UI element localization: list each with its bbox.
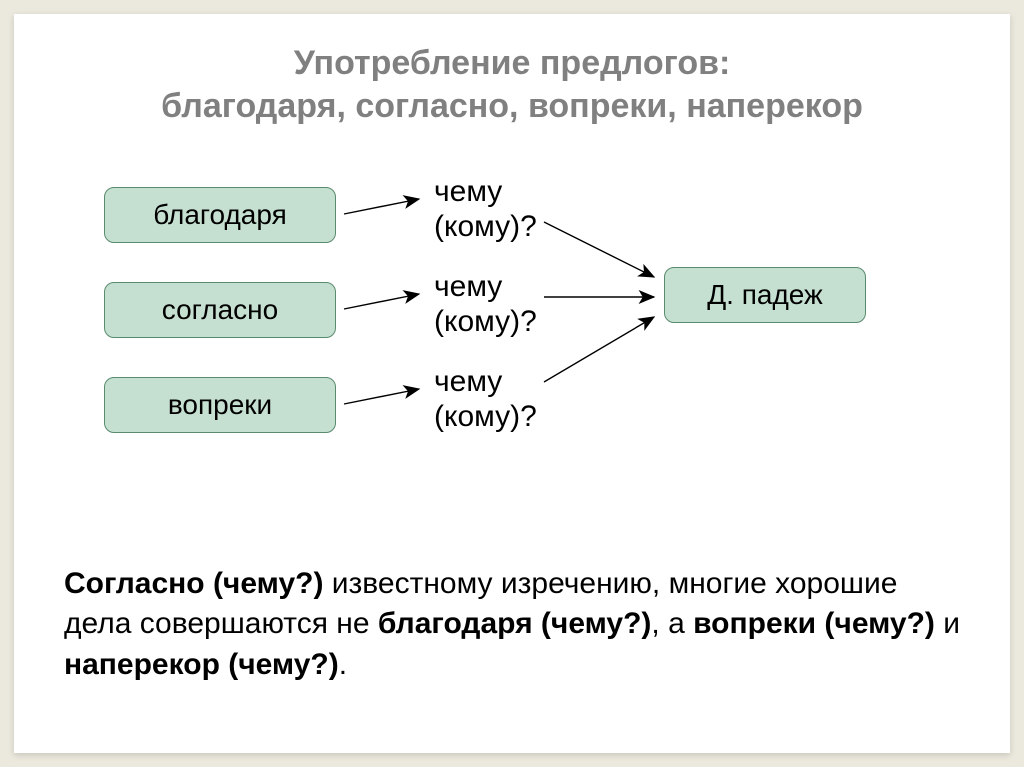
case-label: Д. падеж	[707, 279, 823, 311]
ex-b2: благодаря (чему?)	[378, 607, 652, 640]
diagram: благодаря согласно вопреки чему (кому)? …	[14, 167, 1010, 507]
case-box: Д. падеж	[664, 267, 866, 323]
question-3: чему (кому)?	[434, 365, 537, 434]
slide: Употребление предлогов: благодаря, согла…	[14, 14, 1010, 753]
ex-b3: вопреки (чему?)	[693, 607, 935, 640]
q1-line1: чему	[434, 175, 502, 208]
q2-line2: (кому)?	[434, 305, 537, 338]
q3-line1: чему	[434, 365, 502, 398]
ex-t4: .	[339, 648, 347, 681]
preposition-box-2: согласно	[104, 282, 336, 338]
box1-label: благодаря	[153, 199, 287, 231]
ex-t2: , а	[651, 607, 693, 640]
question-2: чему (кому)?	[434, 270, 537, 339]
box3-label: вопреки	[168, 389, 272, 421]
ex-b1: Согласно (чему?)	[64, 567, 323, 600]
slide-title: Употребление предлогов: благодаря, согла…	[14, 14, 1010, 127]
q2-line1: чему	[434, 270, 502, 303]
box2-label: согласно	[162, 294, 278, 326]
ex-b4: наперекор (чему?)	[64, 648, 339, 681]
preposition-box-1: благодаря	[104, 187, 336, 243]
title-line1: Употребление предлогов:	[294, 44, 731, 82]
example-sentence: Согласно (чему?) известному изречению, м…	[64, 564, 970, 686]
question-1: чему (кому)?	[434, 175, 537, 244]
q1-line2: (кому)?	[434, 210, 537, 243]
q3-line2: (кому)?	[434, 400, 537, 433]
preposition-box-3: вопреки	[104, 377, 336, 433]
ex-t3: и	[935, 607, 960, 640]
title-line2: благодаря, согласно, вопреки, наперекор	[161, 87, 863, 125]
